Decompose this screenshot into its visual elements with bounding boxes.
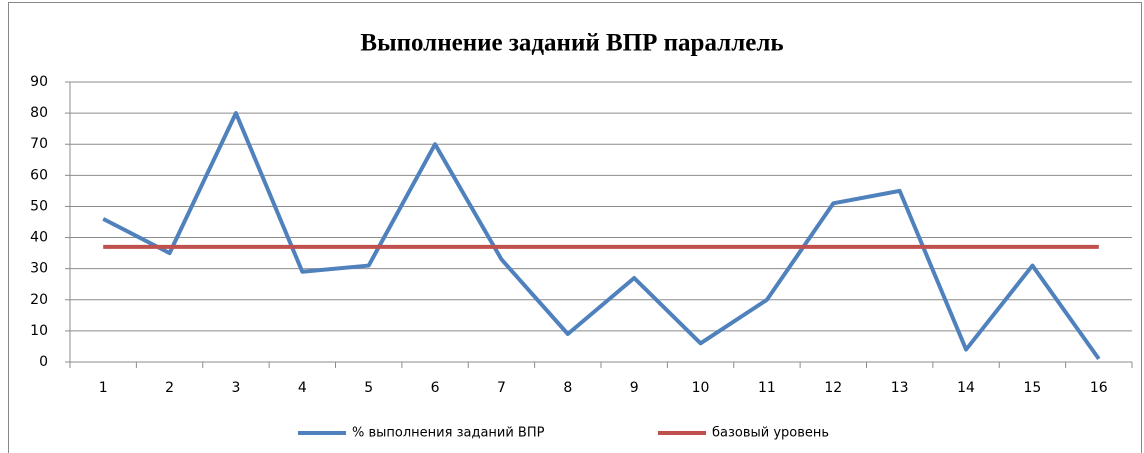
y-tick-label: 90 <box>30 74 48 90</box>
legend-label: % выполнения заданий ВПР <box>352 426 545 441</box>
y-tick-label: 50 <box>30 198 48 214</box>
x-tick-label: 15 <box>1024 380 1042 396</box>
chart-title: Выполнение заданий ВПР параллель <box>360 30 783 57</box>
y-tick-label: 0 <box>39 354 48 370</box>
x-tick-label: 10 <box>692 380 710 396</box>
y-tick-label: 10 <box>30 323 48 339</box>
chart-border <box>8 2 1142 453</box>
x-tick-label: 12 <box>824 380 842 396</box>
x-tick-label: 3 <box>231 380 240 396</box>
y-tick-label: 40 <box>30 230 48 246</box>
y-tick-label: 70 <box>30 136 48 152</box>
legend-label: базовый уровень <box>712 426 829 441</box>
x-tick-label: 7 <box>497 380 506 396</box>
series-line <box>102 111 1101 361</box>
x-tick-label: 13 <box>891 380 909 396</box>
x-tick-label: 16 <box>1090 380 1108 396</box>
x-tick-label: 6 <box>431 380 440 396</box>
x-tick-label: 8 <box>563 380 572 396</box>
x-tick-label: 2 <box>165 380 174 396</box>
y-tick-label: 30 <box>30 261 48 277</box>
y-tick-label: 60 <box>30 167 48 183</box>
y-tick-label: 20 <box>30 292 48 308</box>
x-tick-label: 11 <box>758 380 776 396</box>
x-tick-label: 5 <box>364 380 373 396</box>
x-tick-label: 9 <box>630 380 639 396</box>
x-tick-label: 14 <box>957 380 975 396</box>
y-tick-label: 80 <box>30 105 48 121</box>
x-tick-label: 1 <box>99 380 108 396</box>
x-tick-label: 4 <box>298 380 307 396</box>
